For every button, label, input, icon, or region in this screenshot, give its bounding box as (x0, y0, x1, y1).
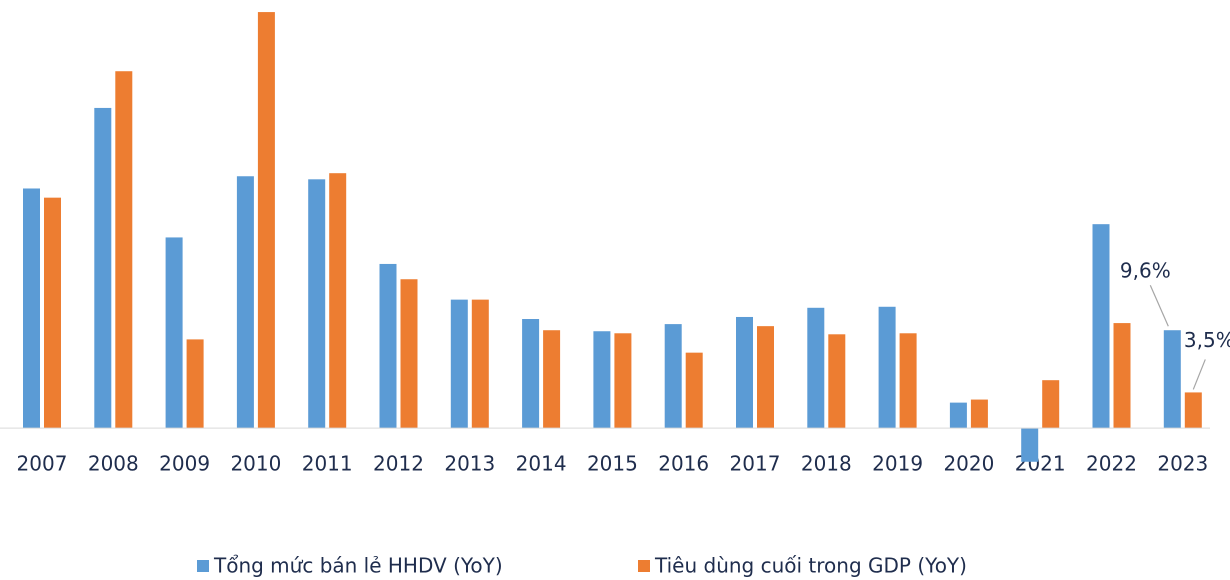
bar (1042, 380, 1060, 429)
bar (471, 299, 489, 429)
bar (970, 399, 988, 429)
bar (329, 173, 347, 429)
x-tick-label: 2016 (658, 452, 709, 476)
bar (828, 334, 846, 429)
bar (236, 176, 254, 429)
bar (685, 352, 703, 429)
leader-line (1149, 284, 1169, 327)
x-tick-label: 2017 (730, 452, 781, 476)
x-tick-label: 2012 (373, 452, 424, 476)
legend-label: Tiêu dùng cuối trong GDP (YoY) (654, 554, 967, 578)
bar (593, 331, 611, 429)
bar (949, 402, 967, 429)
x-tick-label: 2011 (302, 452, 353, 476)
bar (543, 330, 561, 429)
x-tick-label: 2008 (88, 452, 139, 476)
bar (878, 306, 896, 429)
bar (614, 333, 632, 429)
x-tick-label: 2022 (1086, 452, 1137, 476)
bar (44, 197, 61, 429)
bar (115, 71, 133, 429)
x-tick-label: 2007 (17, 452, 68, 476)
bar (23, 188, 40, 429)
legend-swatch (638, 560, 650, 572)
legend-label: Tổng mức bán lẻ HHDV (YoY) (213, 554, 503, 578)
bar (757, 326, 774, 429)
bar (899, 333, 917, 429)
bar (1092, 224, 1110, 429)
x-tick-label: 2018 (801, 452, 852, 476)
bar (1113, 323, 1131, 429)
bar (664, 324, 682, 429)
bar (1163, 330, 1181, 429)
data-label: 3,5% (1184, 328, 1230, 352)
x-tick-label: 2010 (230, 452, 281, 476)
bar (450, 299, 468, 429)
x-tick-label: 2020 (943, 452, 994, 476)
x-tick-label: 2009 (159, 452, 210, 476)
bar (736, 316, 753, 429)
leader-line (1192, 359, 1206, 390)
x-tick-label: 2019 (872, 452, 923, 476)
bar (400, 279, 418, 429)
bar (522, 319, 540, 429)
bar (379, 263, 397, 429)
x-tick-label: 2014 (516, 452, 567, 476)
legend-swatch (197, 560, 209, 572)
x-tick-label: 2013 (444, 452, 495, 476)
data-label: 9,6% (1120, 259, 1171, 283)
bar (186, 339, 204, 429)
bar (1021, 428, 1039, 462)
x-tick-label: 2023 (1157, 452, 1208, 476)
bar (94, 107, 112, 429)
bar (1184, 392, 1202, 429)
bar (257, 12, 275, 429)
bar (308, 179, 326, 429)
bar (165, 237, 183, 429)
x-tick-label: 2015 (587, 452, 638, 476)
bar (807, 307, 825, 429)
